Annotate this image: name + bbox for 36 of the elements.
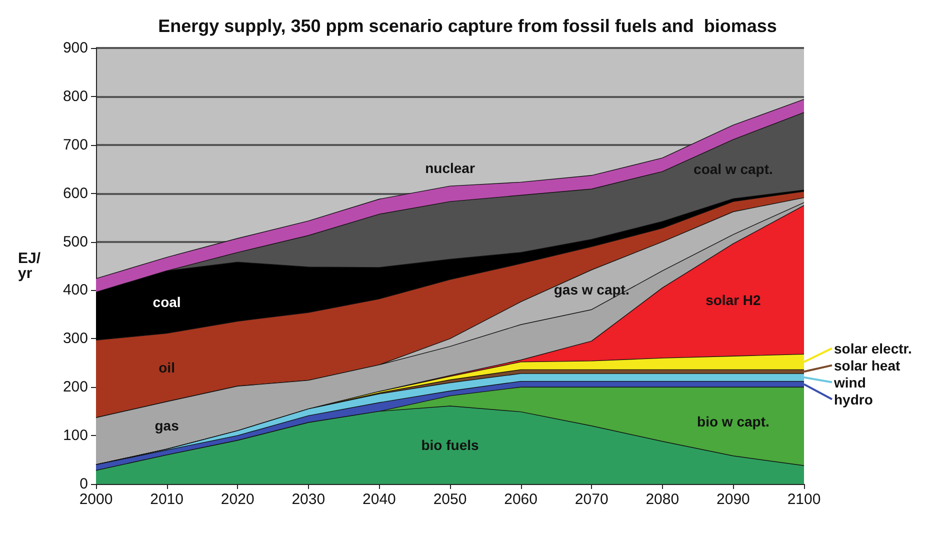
x-tick-label: 2090 bbox=[716, 491, 750, 508]
legend-label: wind bbox=[833, 374, 866, 390]
series-label: coal w capt. bbox=[694, 161, 773, 178]
x-tick-label: 2100 bbox=[787, 491, 821, 508]
series-label: gas bbox=[154, 417, 180, 434]
chart-title: Energy supply, 350 ppm scenario capture from fossil fuels and biomass bbox=[158, 16, 777, 36]
x-tick-label: 2020 bbox=[220, 491, 254, 508]
legend-label: solar heat bbox=[834, 357, 900, 374]
series-label: coal bbox=[152, 294, 181, 310]
y-tick-label: 400 bbox=[62, 282, 88, 299]
y-tick-label: 700 bbox=[62, 136, 88, 154]
series-label: gas w capt. bbox=[554, 282, 630, 298]
series-label: bio w capt. bbox=[697, 414, 770, 430]
series-label: nuclear bbox=[425, 160, 476, 176]
y-tick-label: 900 bbox=[62, 40, 88, 56]
y-tick-label: 300 bbox=[62, 330, 88, 348]
y-tick-label: 600 bbox=[62, 184, 88, 202]
x-tick-label: 2060 bbox=[504, 491, 538, 508]
y-tick-label: 0 bbox=[80, 476, 88, 492]
series-label: bio fuels bbox=[421, 437, 479, 453]
x-tick-label: 2050 bbox=[433, 491, 467, 508]
x-tick-label: 2000 bbox=[79, 491, 113, 508]
series-label: solar H2 bbox=[706, 292, 762, 308]
y-tick-label: 100 bbox=[62, 427, 88, 444]
x-tick-label: 2010 bbox=[150, 491, 184, 508]
x-tick-label: 2080 bbox=[646, 491, 680, 508]
x-tick-label: 2070 bbox=[574, 491, 608, 508]
legend-label: solar electr. bbox=[834, 340, 912, 356]
y-tick-label: 200 bbox=[62, 378, 88, 396]
legend-label: hydro bbox=[834, 391, 873, 408]
x-tick-label: 2040 bbox=[362, 491, 396, 508]
y-tick-label: 500 bbox=[62, 233, 88, 250]
y-tick-label: 800 bbox=[62, 88, 88, 105]
y-axis-title: EJ/ yr bbox=[18, 250, 42, 282]
series-label: oil bbox=[158, 359, 175, 376]
x-tick-label: 2030 bbox=[292, 491, 326, 508]
